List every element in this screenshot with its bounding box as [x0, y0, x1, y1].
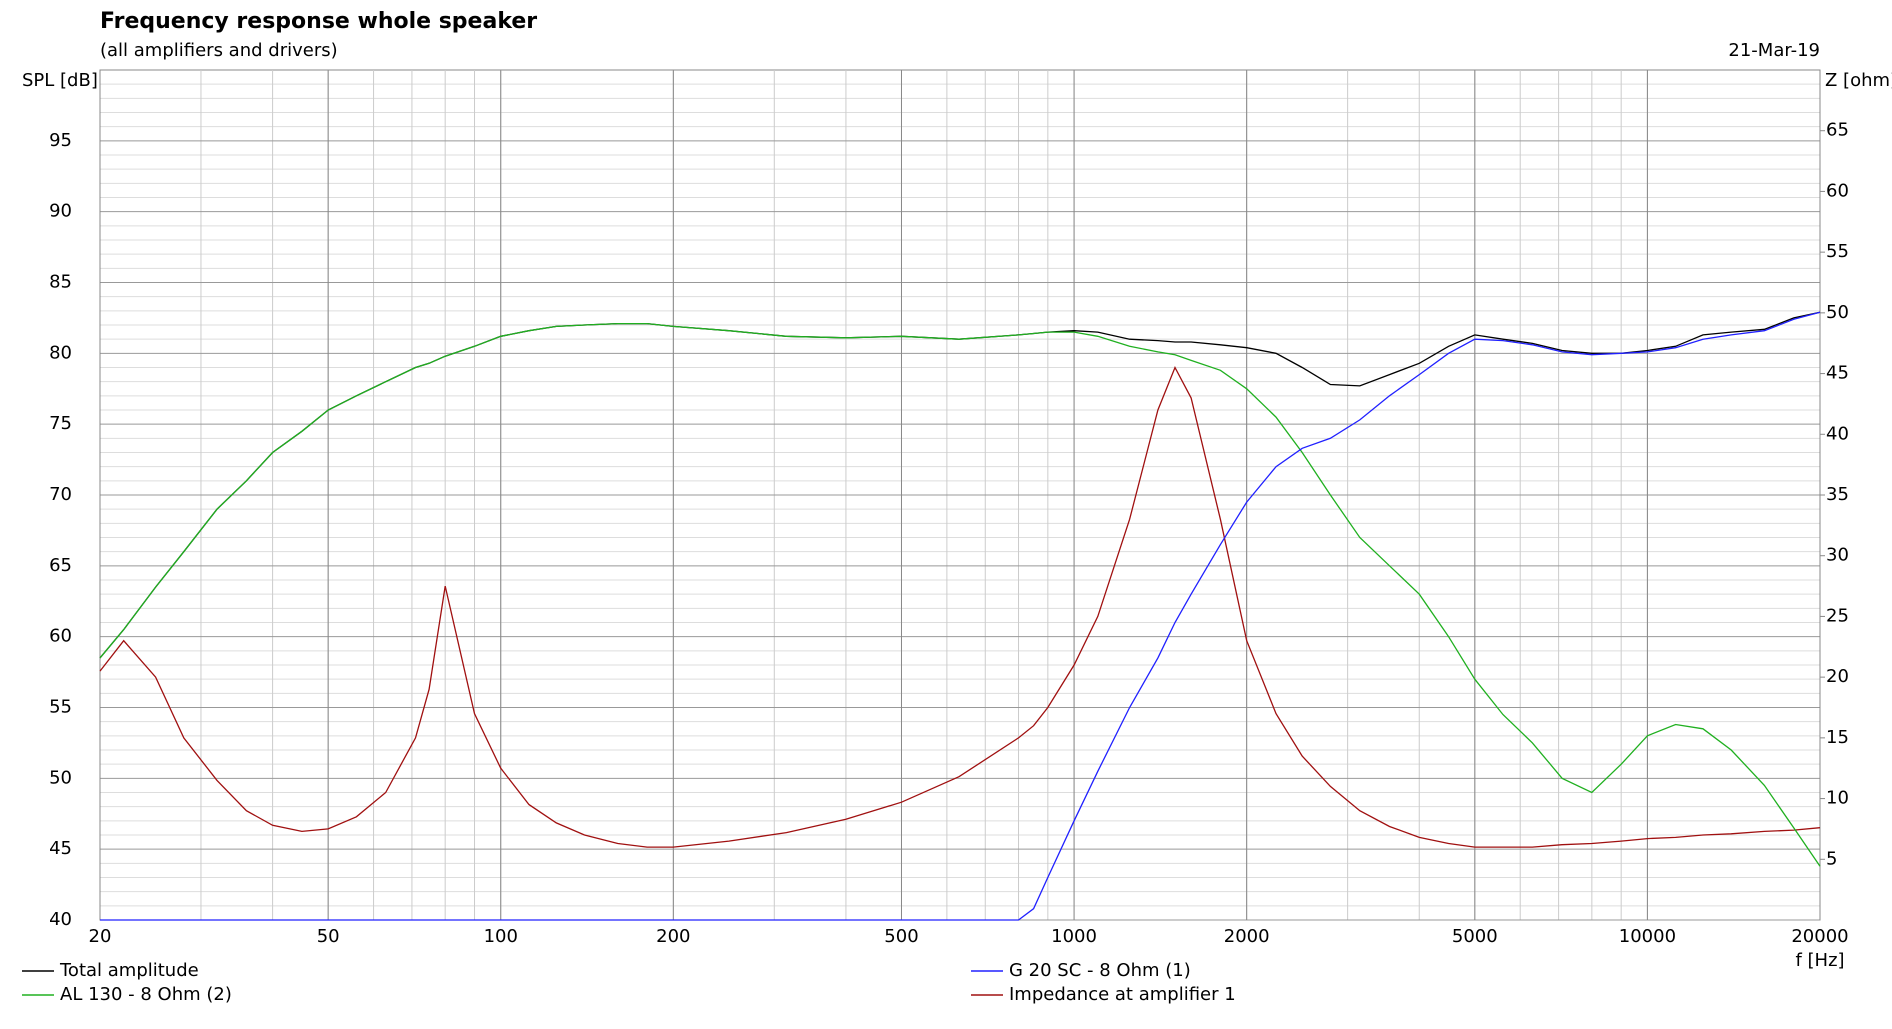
x-tick-label: 20000	[1791, 926, 1848, 947]
y2-tick-label: 60	[1826, 180, 1849, 201]
chart-subtitle: (all amplifiers and drivers)	[100, 40, 338, 61]
y-tick-label: 55	[49, 697, 72, 718]
y2-tick-label: 45	[1826, 363, 1849, 384]
y-tick-label: 40	[49, 909, 72, 930]
x-axis-label: f [Hz]	[1795, 950, 1844, 971]
y2-tick-label: 55	[1826, 241, 1849, 262]
x-tick-label: 100	[484, 926, 518, 947]
y-tick-label: 85	[49, 272, 72, 293]
legend-label: Impedance at amplifier 1	[1009, 984, 1236, 1005]
x-tick-label: 2000	[1224, 926, 1270, 947]
y-tick-label: 45	[49, 838, 72, 859]
y2-tick-label: 15	[1826, 727, 1849, 748]
y2-tick-label: 65	[1826, 120, 1849, 141]
y-axis-label: SPL [dB]	[22, 70, 98, 91]
y-tick-label: 95	[49, 130, 72, 151]
y2-tick-label: 5	[1826, 848, 1837, 869]
y2-tick-label: 25	[1826, 605, 1849, 626]
y-tick-label: 50	[49, 767, 72, 788]
legend-label: Total amplitude	[59, 960, 199, 981]
series-line	[99, 365, 1821, 848]
legend-label: G 20 SC - 8 Ohm (1)	[1009, 960, 1191, 981]
chart-title: Frequency response whole speaker	[100, 9, 537, 34]
x-tick-label: 200	[656, 926, 690, 947]
y-tick-label: 65	[49, 555, 72, 576]
date: 21-Mar-19	[1728, 40, 1820, 61]
series-line	[99, 322, 1821, 867]
x-tick-label: 50	[317, 926, 340, 947]
y2-tick-label: 40	[1826, 423, 1849, 444]
series-line	[100, 311, 1821, 921]
y-tick-label: 70	[49, 484, 72, 505]
x-tick-label: 20	[89, 926, 112, 947]
y2-tick-label: 50	[1826, 302, 1849, 323]
y-tick-label: 90	[49, 201, 72, 222]
y2-axis-label: Z [ohm]	[1825, 70, 1892, 91]
x-tick-label: 5000	[1452, 926, 1498, 947]
y2-tick-label: 30	[1826, 545, 1849, 566]
y2-tick-label: 20	[1826, 666, 1849, 687]
y-tick-label: 80	[49, 342, 72, 363]
y2-tick-label: 10	[1826, 788, 1849, 809]
x-tick-label: 1000	[1051, 926, 1097, 947]
legend-label: AL 130 - 8 Ohm (2)	[60, 984, 232, 1005]
y2-tick-label: 35	[1826, 484, 1849, 505]
y-tick-label: 75	[49, 413, 72, 434]
x-tick-label: 10000	[1619, 926, 1676, 947]
x-tick-label: 500	[884, 926, 918, 947]
y-tick-label: 60	[49, 626, 72, 647]
